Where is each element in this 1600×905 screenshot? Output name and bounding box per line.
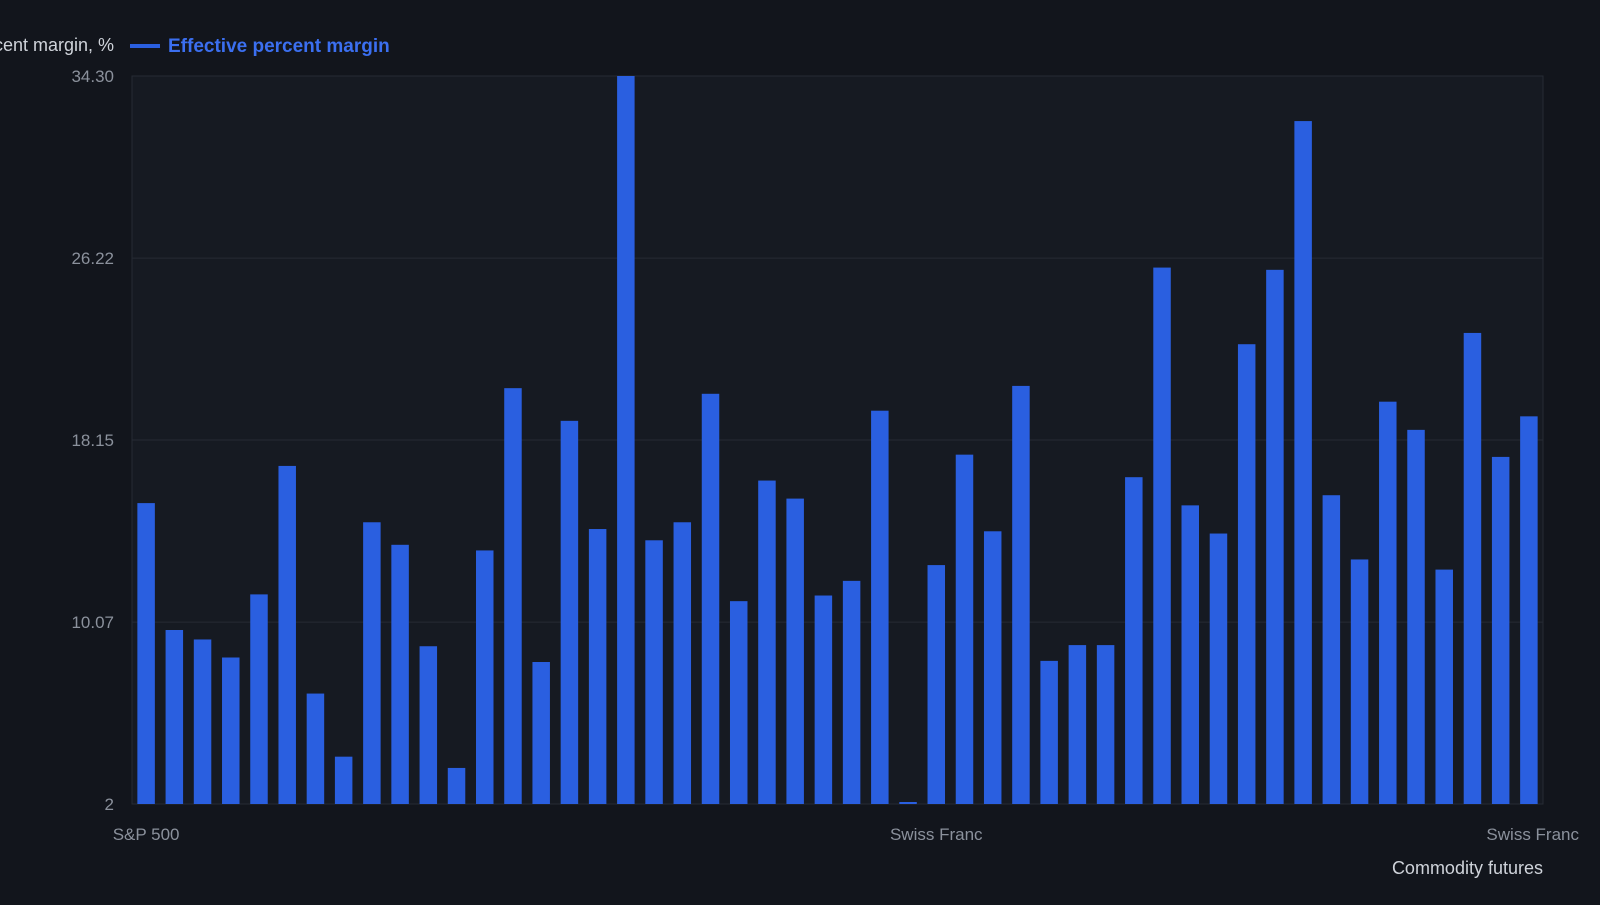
bar[interactable] [673,522,692,804]
bar[interactable] [645,540,663,804]
bar[interactable] [193,639,212,804]
bar[interactable] [1209,533,1228,804]
bar[interactable] [1125,477,1143,804]
bar[interactable] [222,657,240,804]
bar[interactable] [786,498,804,804]
bar[interactable] [1520,416,1538,804]
x-tick-label: Swiss Franc [890,825,983,844]
x-tick-label: Swiss Franc [1486,825,1579,844]
y-tick-label: 26.22 [71,249,114,268]
bar[interactable] [1463,332,1482,804]
bar[interactable] [1096,645,1115,804]
bar[interactable] [1181,505,1199,804]
y-tick-label: 2 [105,795,114,814]
bar[interactable] [758,480,776,804]
bar[interactable] [701,393,720,804]
bar[interactable] [814,595,833,804]
y-tick-label: 18.15 [71,431,114,450]
bar[interactable] [588,529,607,804]
x-axis-ticks: S&P 500 Swiss Franc Swiss Franc [113,825,1580,844]
bar[interactable] [729,601,748,804]
bar[interactable] [1153,267,1171,804]
bar[interactable] [1294,121,1312,805]
bar[interactable] [1407,429,1425,804]
x-tick-label: S&P 500 [113,825,180,844]
y-axis-ticks: 2 10.07 18.15 26.22 34.30 [71,67,114,814]
bar[interactable] [842,580,861,804]
bar[interactable] [306,693,325,804]
bar[interactable] [1266,269,1284,804]
bar[interactable] [560,420,579,804]
y-tick-label: 10.07 [71,613,114,632]
bar[interactable] [137,503,155,804]
bar[interactable] [955,454,974,804]
bar[interactable] [983,531,1002,804]
legend-entry-label[interactable]: Effective percent margin [168,36,390,57]
bar[interactable] [927,565,946,804]
bar[interactable] [250,594,268,804]
bar[interactable] [617,76,635,804]
x-axis-title: Commodity futures [1392,858,1543,878]
bar[interactable] [419,646,438,804]
bar[interactable] [334,756,353,804]
bar[interactable] [1435,569,1453,804]
bar[interactable] [165,630,184,804]
bar[interactable] [363,522,381,804]
bar[interactable] [1040,660,1058,804]
bar[interactable] [391,544,409,804]
y-axis-title: Effective percent margin, % [0,35,114,55]
bar[interactable] [278,465,296,804]
bar[interactable] [476,550,494,804]
bar[interactable] [1237,344,1256,804]
bar[interactable] [1350,559,1369,804]
bar[interactable] [899,802,917,804]
bar[interactable] [504,388,522,804]
bar-series [137,76,1538,805]
y-tick-label: 34.30 [71,67,114,86]
bar[interactable] [1068,645,1087,804]
bar[interactable] [871,410,889,804]
bar[interactable] [532,662,550,804]
bar[interactable] [1012,385,1030,804]
bar[interactable] [1491,456,1510,804]
bar[interactable] [447,767,466,804]
bar[interactable] [1322,495,1341,804]
bar[interactable] [1379,401,1397,804]
